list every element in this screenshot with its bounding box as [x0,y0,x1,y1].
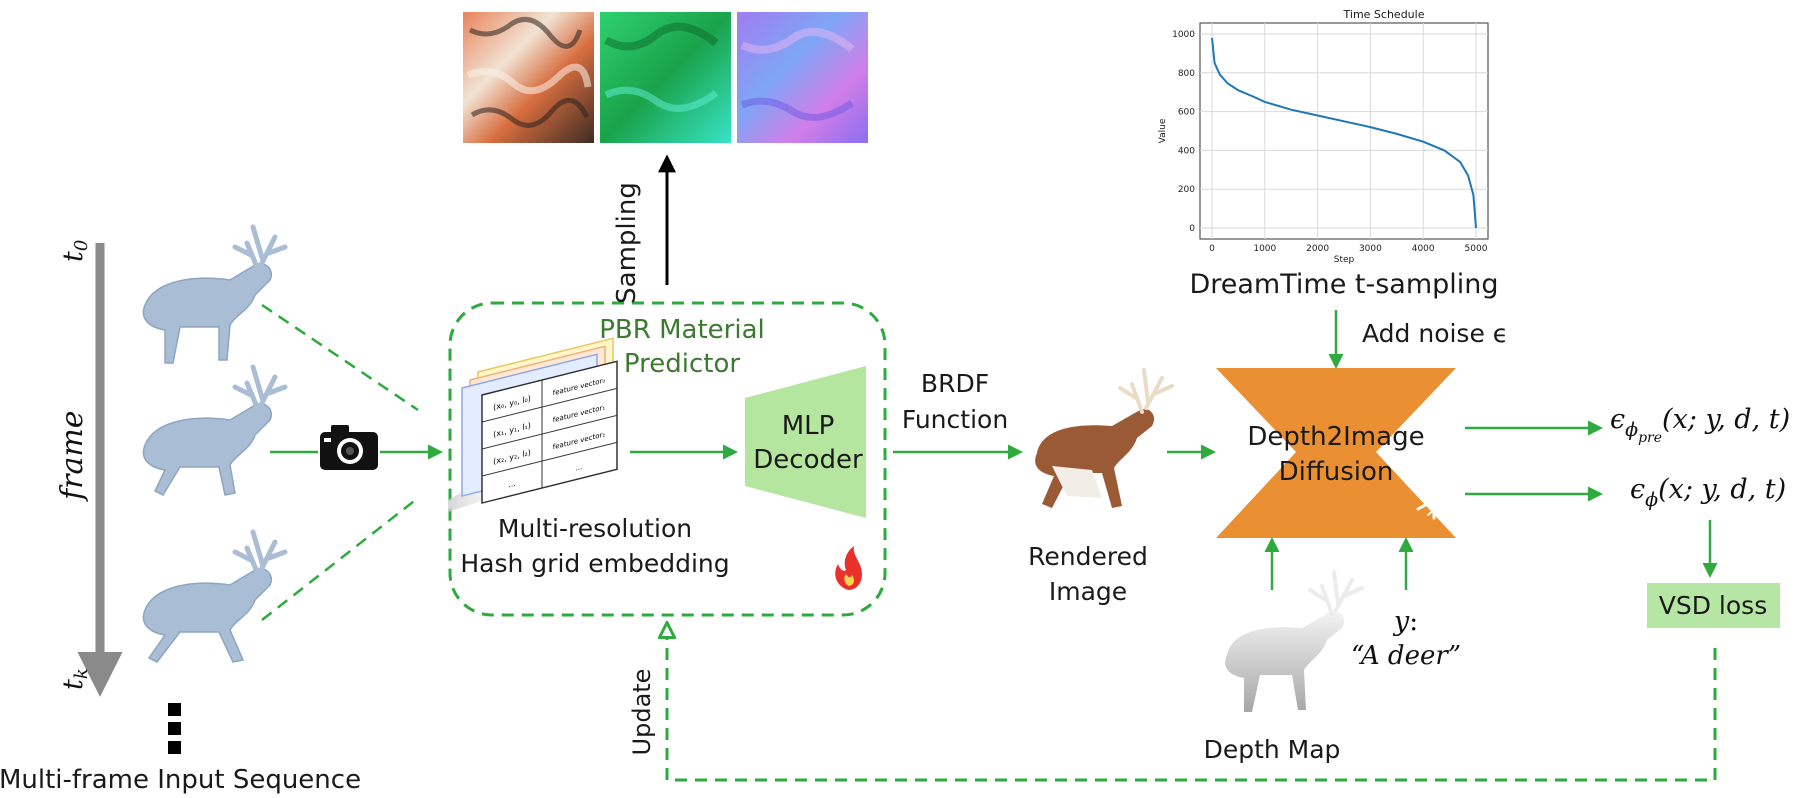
sampling-label: Sampling [612,182,642,304]
chart-plot-area [1199,22,1489,240]
t-start-label: t0 [58,240,92,262]
brdf-label-line2: Function [902,405,1008,434]
update-label: Update [628,669,656,756]
rendered-deer-image [1035,368,1174,508]
dashed-connector-bottom [261,497,419,621]
eps-pre-output: ϵϕpre(x; y, d, t) [1610,404,1790,446]
camera-icon [320,425,378,470]
chart-xtick-label: 1000 [1253,244,1276,254]
chart-ytick-label: 400 [1178,146,1195,156]
t-end-label: tk [58,668,92,690]
chart-xtick-label: 3000 [1359,244,1382,254]
diffusion-label-line1: Depth2Image [1247,422,1424,452]
dreamtime-label: DreamTime t-sampling [1189,269,1498,300]
chart-xtick-label: 0 [1209,244,1215,254]
deer-mesh-frame-k [142,529,288,663]
hash-grid-label-line2: Hash grid embedding [460,549,729,578]
diffusion-label-line2: Diffusion [1279,457,1394,487]
chart-ticks: 0 1000 2000 3000 4000 5000 0 200 400 600 800 1000 [1172,30,1488,254]
snowflake-icon [1416,480,1452,520]
rendered-label-line1: Rendered [1028,542,1148,571]
more-frames-icon [168,703,181,754]
pbr-material-predictor: PBR Material Predictor (x₀, y₀, l₀) feat… [448,301,887,617]
vsd-loss-label: VSD loss [1659,591,1767,620]
chart-xtick-label: 2000 [1306,244,1329,254]
flame-icon [835,546,862,590]
hash-grid-table-front: (x₀, y₀, l₀) feature vector₀ (x₁, y₁, l₁… [481,360,618,504]
table-cell: ... [508,478,516,490]
hash-grid-table-stack: (x₀, y₀, l₀) feature vector₀ (x₁, y₁, l₁… [448,337,618,512]
chart-title: Time Schedule [1343,8,1425,21]
input-sequence: t0 frame tk Multi-frame Input Sequence [0,224,361,795]
predictor-box [448,301,887,617]
mlp-label-line2: Decoder [753,445,863,475]
chart-ytick-label: 200 [1178,185,1195,195]
chart-xtick-label: 4000 [1412,244,1435,254]
mlp-label-line1: MLP [782,411,835,441]
predictor-title-line2: Predictor [624,349,740,379]
chart-ytick-label: 800 [1178,69,1195,79]
chart-ylabel: Value [1158,118,1168,143]
table-cell: ... [576,462,583,473]
vsd-loss-box [1647,583,1780,628]
depth2image-diffusion [1216,368,1456,538]
rendered-label-line2: Image [1049,577,1127,606]
deer-mesh-frame-0 [142,224,288,364]
predictor-title-line1: PBR Material [599,315,764,345]
prompt-variable: y: [1393,606,1418,637]
chart-xtick-label: 5000 [1465,244,1488,254]
depth-map-label: Depth Map [1204,735,1341,764]
texture-maps [463,12,868,143]
depth-map-image [1225,570,1364,712]
brdf-label-line1: BRDF [921,369,989,398]
eps-phi-output: ϵϕ(x; y, d, t) [1630,474,1786,511]
chart-grid [1200,23,1488,239]
add-noise-label: Add noise ϵ [1362,319,1508,348]
chart-series-line [1211,37,1477,229]
input-caption: Multi-frame Input Sequence [0,765,361,795]
mlp-decoder [745,366,866,518]
chart-xlabel: Step [1334,255,1355,265]
chart-ytick-label: 1000 [1172,30,1195,40]
hash-grid-label-line1: Multi-resolution [498,514,692,543]
chart-ytick-label: 600 [1178,108,1195,118]
chart-ytick-label: 0 [1189,224,1195,234]
update-loop-arrow [667,630,1717,782]
frame-axis-label: frame [55,410,90,502]
prompt-text: “A deer” [1351,641,1461,671]
dashed-connector-top [261,303,419,412]
time-schedule-chart: Time Schedule 0 1000 2000 3000 4000 5000 0 200 4… [1158,8,1489,265]
deer-mesh-frame-1 [142,364,288,496]
